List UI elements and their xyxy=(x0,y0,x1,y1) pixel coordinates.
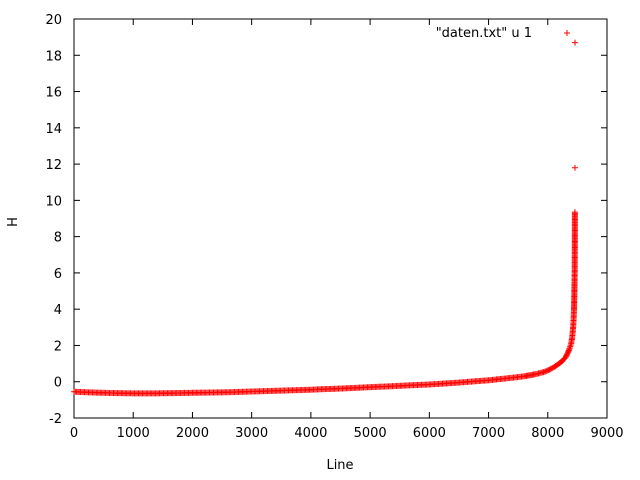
data-point xyxy=(571,164,578,171)
x-tick-label: 6000 xyxy=(413,426,446,441)
x-tick-label: 2000 xyxy=(176,426,209,441)
y-tick-label: 2 xyxy=(54,339,62,354)
x-tick-label: 5000 xyxy=(354,426,387,441)
y-tick-label: 12 xyxy=(45,158,62,173)
data-point xyxy=(572,39,579,46)
y-tick-label: 0 xyxy=(54,376,62,391)
x-tick-label: 4000 xyxy=(294,426,327,441)
data-point xyxy=(545,367,552,374)
y-axis-label: H xyxy=(6,217,21,227)
y-tick-label: 4 xyxy=(54,303,62,318)
x-tick-label: 3000 xyxy=(235,426,268,441)
data-point xyxy=(560,356,567,363)
data-point xyxy=(557,359,564,366)
x-tick-label: 7000 xyxy=(472,426,505,441)
x-tick-label: 8000 xyxy=(531,426,564,441)
y-tick-label: 16 xyxy=(45,86,62,101)
data-point xyxy=(551,363,558,370)
legend-entry-label: "daten.txt" u 1 xyxy=(436,26,532,41)
x-tick-label: 1000 xyxy=(117,426,150,441)
data-point xyxy=(571,210,578,217)
data-points xyxy=(71,39,579,397)
y-axis-ticks: -2 0 2 4 6 8 10 12 14 16 18 20 xyxy=(45,13,607,427)
data-point xyxy=(567,342,574,349)
x-tick-label: 0 xyxy=(70,426,78,441)
x-tick-label: 9000 xyxy=(590,426,623,441)
y-tick-label: 18 xyxy=(45,49,62,64)
legend-marker xyxy=(564,30,570,36)
plot-area xyxy=(73,18,608,419)
legend: "daten.txt" u 1 xyxy=(436,26,570,41)
x-axis-ticks: 0 1000 2000 3000 4000 5000 6000 7000 8000 9000 xyxy=(70,19,624,441)
y-tick-label: 10 xyxy=(45,194,62,209)
data-point xyxy=(566,346,573,353)
x-axis-label: Line xyxy=(326,458,353,473)
y-tick-label: 14 xyxy=(45,122,62,137)
data-point xyxy=(563,351,570,358)
plot-border xyxy=(73,18,608,419)
legend-marker-symbol xyxy=(564,30,570,36)
y-tick-label: 6 xyxy=(54,267,62,282)
y-tick-label: -2 xyxy=(49,412,62,427)
y-tick-label: 20 xyxy=(45,13,62,28)
y-tick-label: 8 xyxy=(54,231,62,246)
